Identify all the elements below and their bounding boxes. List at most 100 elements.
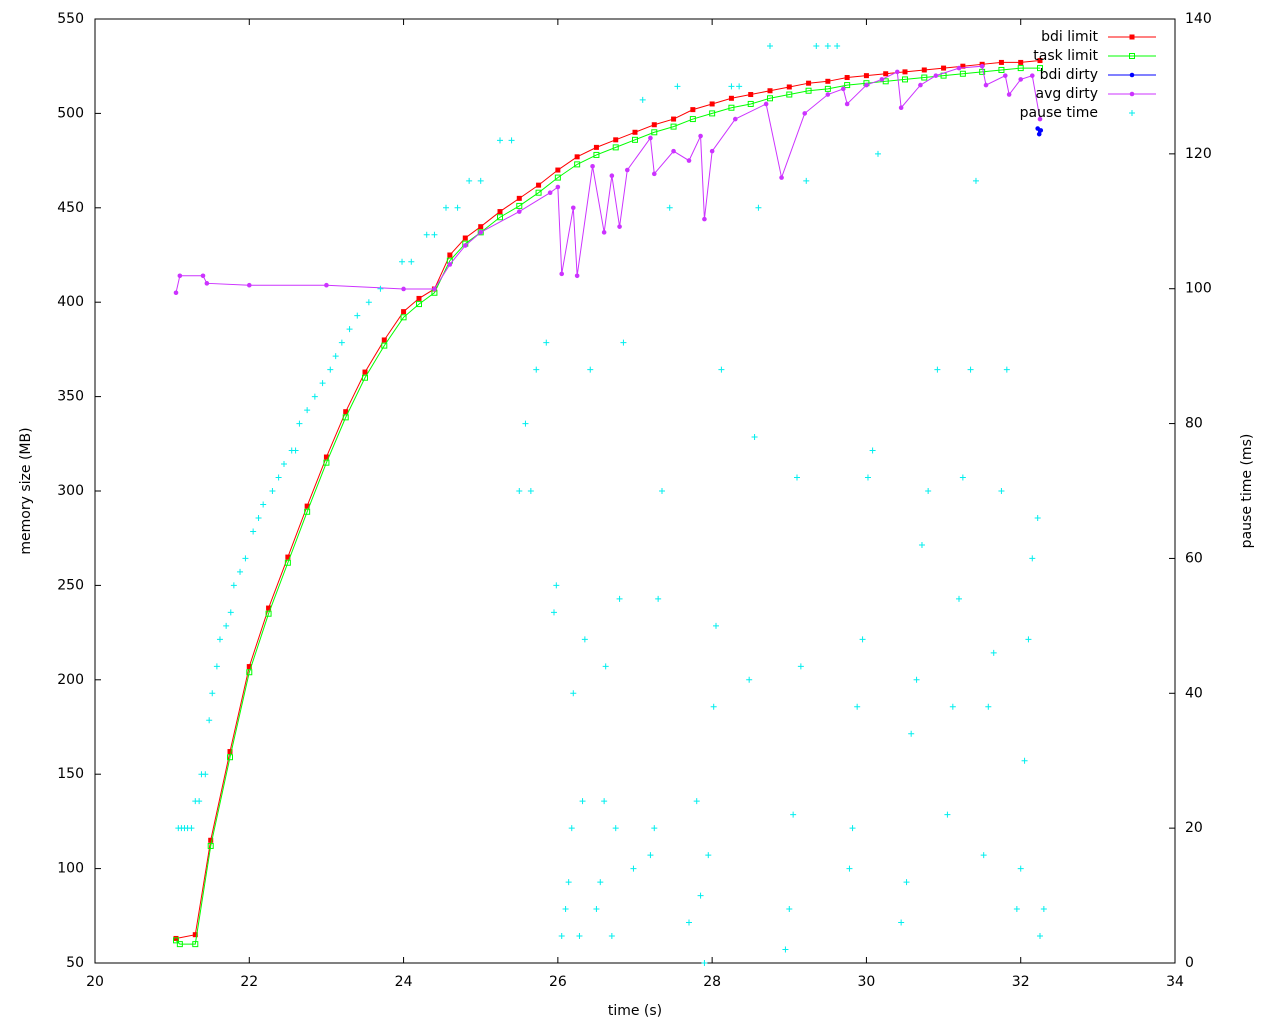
- data-point: [1006, 92, 1012, 97]
- data-point: [960, 63, 966, 69]
- y-tick-label: 500: [57, 105, 84, 121]
- data-point: [200, 273, 206, 279]
- data-point: [192, 932, 198, 938]
- data-point: [709, 101, 715, 107]
- legend-label: pause time: [1020, 105, 1098, 121]
- data-point: [246, 669, 253, 676]
- data-point: [237, 568, 244, 575]
- data-point: [782, 946, 789, 953]
- data-point: [655, 595, 662, 602]
- data-point: [209, 690, 216, 697]
- data-point: [590, 163, 595, 169]
- data-point: [466, 177, 473, 184]
- data-point: [535, 189, 542, 196]
- data-point: [173, 937, 179, 944]
- data-point: [204, 281, 210, 286]
- data-point: [478, 230, 484, 235]
- data-point: [697, 892, 704, 899]
- data-point: [536, 182, 542, 188]
- data-point: [213, 663, 220, 670]
- data-point: [555, 167, 561, 173]
- y2-tick-label: 100: [1185, 281, 1212, 297]
- y-tick-label: 100: [57, 861, 84, 877]
- data-point: [508, 137, 515, 144]
- data-point: [579, 798, 586, 805]
- data-point: [601, 798, 608, 805]
- data-point: [648, 135, 653, 141]
- y2-tick-label: 0: [1185, 955, 1194, 971]
- data-point: [292, 447, 299, 454]
- data-point: [432, 286, 437, 292]
- data-point: [570, 205, 576, 211]
- data-point: [941, 65, 947, 71]
- data-point: [516, 195, 522, 201]
- data-point: [613, 137, 619, 143]
- data-point: [227, 749, 233, 755]
- data-point: [639, 96, 646, 103]
- data-point: [710, 703, 717, 710]
- data-point: [898, 919, 905, 926]
- data-point: [813, 42, 820, 49]
- data-point: [597, 879, 604, 886]
- x-tick-label: 30: [858, 974, 876, 990]
- data-point: [786, 84, 792, 90]
- y-tick-label: 350: [57, 389, 84, 405]
- data-point: [319, 380, 326, 387]
- data-point: [671, 116, 677, 122]
- data-point: [949, 703, 956, 710]
- data-point: [216, 636, 223, 643]
- data-point: [983, 82, 989, 88]
- data-point: [824, 42, 831, 49]
- data-point: [246, 282, 252, 288]
- x-tick-label: 26: [549, 974, 567, 990]
- data-point: [632, 136, 638, 143]
- data-point: [188, 825, 195, 832]
- data-point: [747, 100, 754, 107]
- data-point: [902, 69, 908, 75]
- data-point: [925, 488, 932, 494]
- data-point: [630, 865, 637, 872]
- legend-label: task limit: [1033, 48, 1098, 64]
- data-point: [553, 582, 560, 589]
- data-point: [1017, 65, 1024, 72]
- data-point: [1037, 933, 1043, 940]
- data-point: [1003, 366, 1010, 373]
- data-point: [362, 369, 368, 375]
- data-point: [343, 409, 349, 415]
- data-point: [196, 798, 203, 805]
- data-point: [825, 78, 831, 84]
- data-point: [913, 676, 920, 683]
- data-point: [985, 703, 992, 710]
- data-point: [1021, 757, 1028, 764]
- data-point: [908, 730, 915, 737]
- data-point: [786, 91, 793, 98]
- data-point: [400, 314, 407, 321]
- data-point: [624, 167, 630, 173]
- data-point: [790, 811, 797, 818]
- data-point: [1029, 73, 1035, 78]
- data-point: [894, 69, 900, 75]
- data-point: [447, 252, 453, 258]
- data-point: [497, 214, 503, 221]
- data-point: [864, 82, 869, 88]
- x-tick-label: 34: [1166, 974, 1184, 990]
- data-point: [296, 420, 303, 427]
- data-point: [609, 173, 615, 179]
- y-tick-label: 300: [57, 483, 84, 499]
- data-point: [736, 83, 743, 90]
- data-point: [879, 77, 885, 82]
- data-point: [863, 73, 869, 79]
- data-point: [547, 190, 553, 195]
- y2-axis-label: pause time (ms): [1239, 434, 1255, 549]
- data-point: [990, 649, 997, 656]
- data-point: [551, 609, 557, 616]
- data-point: [748, 92, 754, 98]
- plot-frame: [94, 18, 1176, 964]
- data-point: [659, 488, 665, 494]
- data-point: [794, 474, 800, 481]
- data-point: [574, 273, 580, 279]
- data-point: [399, 258, 406, 265]
- data-point: [593, 151, 600, 158]
- data-point: [869, 447, 876, 454]
